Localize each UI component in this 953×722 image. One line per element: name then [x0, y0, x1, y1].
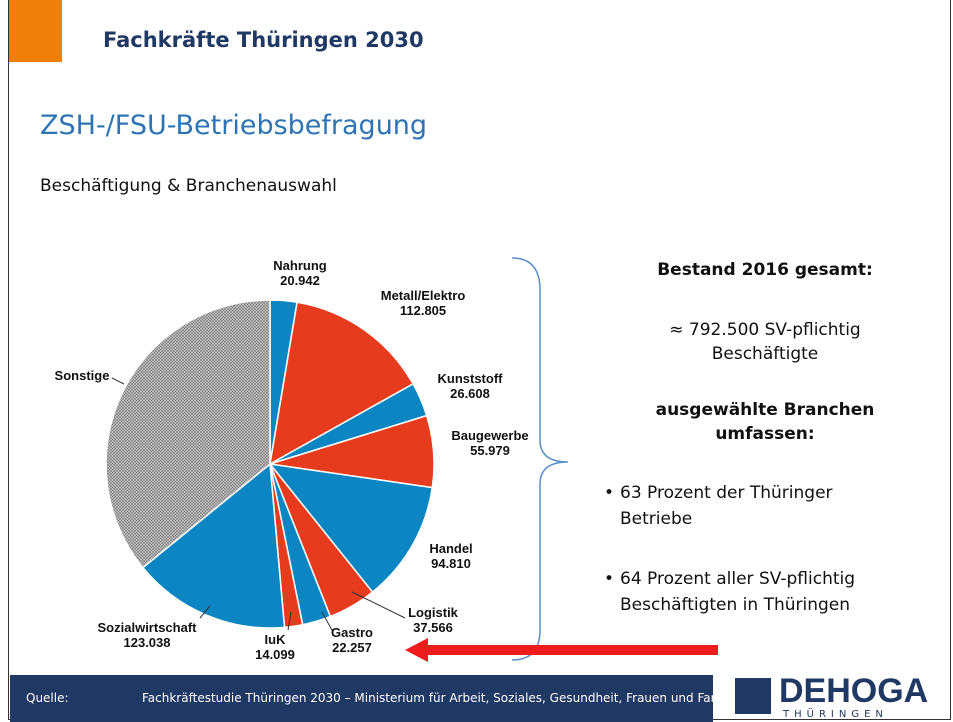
slice-value: 20.942	[280, 273, 320, 288]
slice-value: 14.099	[255, 647, 295, 662]
leader-line	[287, 611, 292, 631]
slice-value: 112.805	[400, 303, 446, 318]
bullet: 64 Prozent aller SV-pflichtig Beschäftig…	[604, 566, 940, 618]
slice-label: Sonstige	[55, 368, 110, 383]
source-label: Quelle:	[26, 691, 69, 705]
logo-name: DEHOGA	[779, 672, 929, 710]
pie-slice	[141, 462, 286, 629]
slice-label: Logistik	[408, 605, 459, 620]
info-line: ausgewählte Branchen	[655, 400, 875, 420]
slice-label: Nahrung	[273, 258, 327, 273]
bullet-line: 63 Prozent der Thüringer	[620, 483, 833, 503]
slice-value: 123.038	[124, 635, 171, 650]
pie-slice	[105, 299, 271, 569]
slide-title: ZSH-/FSU-Betriebsbefragung	[40, 110, 428, 141]
bullet-line: 64 Prozent aller SV-pflichtig	[620, 569, 856, 589]
footer: Quelle: Fachkräftestudie Thüringen 2030 …	[10, 675, 740, 722]
info-total: ≈ 792.500 SV-pflichtig Beschäftigte	[595, 318, 935, 366]
slice-label: Baugewerbe	[451, 428, 528, 443]
accent-square	[9, 0, 62, 62]
logo-sub: THÜRINGEN	[783, 709, 888, 720]
pie-slice	[269, 301, 415, 466]
header-title: Fachkräfte Thüringen 2030	[103, 28, 424, 52]
source-text: Fachkräftestudie Thüringen 2030 – Minist…	[142, 691, 740, 705]
slice-label: Metall/Elektro	[381, 288, 466, 303]
slice-value: 55.979	[470, 443, 510, 458]
logo-icon	[735, 678, 771, 714]
brace	[511, 257, 569, 661]
leader-line	[351, 591, 406, 619]
slice-value: 37.566	[413, 620, 453, 635]
info-line: ≈ 792.500 SV-pflichtig	[669, 320, 861, 340]
info-selected: ausgewählte Branchen umfassen:	[595, 398, 935, 446]
slice-value: 22.257	[332, 640, 372, 655]
bullet: 63 Prozent der Thüringer Betriebe	[604, 480, 940, 532]
info-heading: Bestand 2016 gesamt:	[657, 260, 873, 280]
bullet-line: Beschäftigten in Thüringen	[620, 595, 851, 615]
slice-label: Sozialwirtschaft	[98, 620, 198, 635]
slice-label: Gastro	[331, 625, 373, 640]
slide-subtitle: Beschäftigung & Branchenauswahl	[40, 176, 337, 196]
leader-line	[199, 605, 211, 619]
info-line: umfassen:	[715, 424, 815, 444]
slice-value: 26.608	[450, 386, 490, 401]
arrow-head	[405, 638, 428, 662]
bullet-line: Betriebe	[620, 509, 693, 529]
info-line: Beschäftigte	[711, 344, 819, 364]
slice-value: 94.810	[431, 556, 471, 571]
leader-line	[321, 611, 334, 633]
logo: DEHOGA THÜRINGEN	[735, 672, 945, 722]
slice-label: Handel	[429, 541, 472, 556]
pie-slice	[268, 462, 434, 594]
slice-label: IuK	[265, 632, 287, 647]
slice-label: Kunststoff	[438, 371, 504, 386]
leader-line	[111, 377, 125, 385]
